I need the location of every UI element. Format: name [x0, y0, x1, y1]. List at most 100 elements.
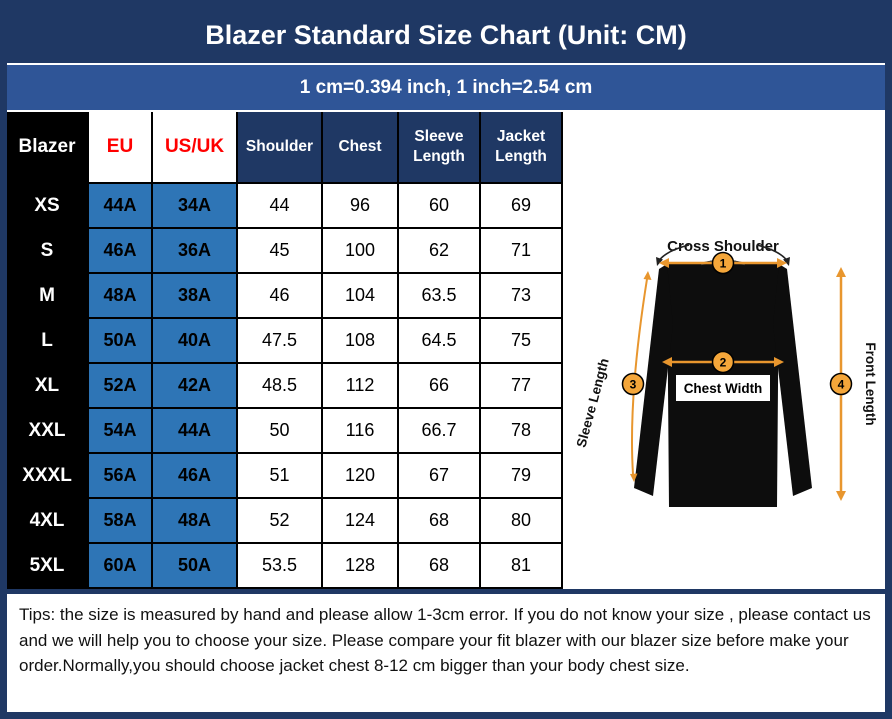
- shoulder-cell: 46: [238, 274, 323, 319]
- chest-width-arrowheads: [662, 357, 784, 367]
- marker-1-badge: 1: [711, 251, 735, 275]
- sleeve-cell: 60: [399, 184, 481, 229]
- front-length-arrowheads: [836, 267, 846, 501]
- tips-text: Tips: the size is measured by hand and p…: [19, 605, 871, 675]
- chest-width-label: Chest Width: [684, 381, 763, 396]
- jacket-cell: 81: [481, 544, 563, 589]
- usuk-cell: 40A: [153, 319, 238, 364]
- svg-text:3: 3: [630, 378, 637, 392]
- jacket-cell: 75: [481, 319, 563, 364]
- jacket-cell: 71: [481, 229, 563, 274]
- chest-cell: 116: [323, 409, 399, 454]
- shoulder-cell: 50: [238, 409, 323, 454]
- size-label-cell: 4XL: [7, 499, 89, 544]
- sleeve-cell: 64.5: [399, 319, 481, 364]
- sleeve-cell: 66.7: [399, 409, 481, 454]
- chest-width-box: [676, 375, 770, 401]
- sleeve-cell: 63.5: [399, 274, 481, 319]
- front-length-label: Front Length: [863, 342, 878, 425]
- sleeve-length-label: Sleeve Length: [574, 357, 612, 449]
- eu-cell: 46A: [89, 229, 153, 274]
- shirt-illustration: Cross Shoulder 1: [574, 238, 878, 507]
- usuk-cell: 46A: [153, 454, 238, 499]
- size-label-cell: XXL: [7, 409, 89, 454]
- table-row: XXXL 56A 46A 51 120 67 79: [7, 454, 563, 499]
- size-chart-table: Blazer EU US/UK Shoulder Chest Sleeve Le…: [7, 112, 563, 589]
- col-header-sleeve-length: Sleeve Length: [399, 112, 481, 184]
- col-header-eu: EU: [89, 112, 153, 184]
- col-header-shoulder: Shoulder: [238, 112, 323, 184]
- col-header-chest: Chest: [323, 112, 399, 184]
- sleeve-length-arrowheads: [630, 271, 652, 482]
- usuk-cell: 38A: [153, 274, 238, 319]
- shoulder-cell: 52: [238, 499, 323, 544]
- table-row: 4XL 58A 48A 52 124 68 80: [7, 499, 563, 544]
- marker-2-badge: 2: [711, 350, 735, 374]
- size-label-cell: S: [7, 229, 89, 274]
- eu-cell: 48A: [89, 274, 153, 319]
- size-label-cell: XS: [7, 184, 89, 229]
- table-row: XS 44A 34A 44 96 60 69: [7, 184, 563, 229]
- conversion-bar: 1 cm=0.394 inch, 1 inch=2.54 cm: [7, 63, 885, 112]
- usuk-cell: 44A: [153, 409, 238, 454]
- eu-cell: 54A: [89, 409, 153, 454]
- table-row: XXL 54A 44A 50 116 66.7 78: [7, 409, 563, 454]
- chest-cell: 120: [323, 454, 399, 499]
- conversion-text: 1 cm=0.394 inch, 1 inch=2.54 cm: [299, 76, 593, 98]
- eu-cell: 50A: [89, 319, 153, 364]
- size-label-cell: XXXL: [7, 454, 89, 499]
- size-label-cell: 5XL: [7, 544, 89, 589]
- tips-note: Tips: the size is measured by hand and p…: [7, 589, 885, 679]
- chest-cell: 108: [323, 319, 399, 364]
- jacket-cell: 78: [481, 409, 563, 454]
- sleeve-cell: 66: [399, 364, 481, 409]
- svg-text:2: 2: [720, 356, 727, 370]
- eu-cell: 60A: [89, 544, 153, 589]
- jacket-cell: 73: [481, 274, 563, 319]
- page-title: Blazer Standard Size Chart (Unit: CM): [7, 7, 885, 63]
- jacket-cell: 79: [481, 454, 563, 499]
- chest-cell: 96: [323, 184, 399, 229]
- shoulder-width-arrowheads: [659, 258, 787, 268]
- svg-text:4: 4: [838, 378, 845, 392]
- col-header-blazer: Blazer: [7, 112, 89, 184]
- table-row: M 48A 38A 46 104 63.5 73: [7, 274, 563, 319]
- shoulder-cell: 44: [238, 184, 323, 229]
- eu-cell: 52A: [89, 364, 153, 409]
- chest-cell: 128: [323, 544, 399, 589]
- usuk-cell: 48A: [153, 499, 238, 544]
- cross-shoulder-label: Cross Shoulder: [667, 238, 779, 255]
- marker-4-badge: 4: [829, 372, 853, 396]
- usuk-cell: 36A: [153, 229, 238, 274]
- measurement-diagram: Cross Shoulder 1: [563, 112, 885, 589]
- sleeve-cell: 68: [399, 499, 481, 544]
- eu-cell: 56A: [89, 454, 153, 499]
- jacket-cell: 77: [481, 364, 563, 409]
- chest-cell: 100: [323, 229, 399, 274]
- table-row: XL 52A 42A 48.5 112 66 77: [7, 364, 563, 409]
- chest-cell: 104: [323, 274, 399, 319]
- eu-cell: 44A: [89, 184, 153, 229]
- chest-cell: 124: [323, 499, 399, 544]
- table-row: 5XL 60A 50A 53.5 128 68 81: [7, 544, 563, 589]
- table-row: S 46A 36A 45 100 62 71: [7, 229, 563, 274]
- cross-shoulder-arrowheads: [656, 257, 790, 266]
- size-label-cell: XL: [7, 364, 89, 409]
- marker-3-badge: 3: [621, 372, 645, 396]
- usuk-cell: 50A: [153, 544, 238, 589]
- size-label-cell: M: [7, 274, 89, 319]
- shoulder-cell: 51: [238, 454, 323, 499]
- shoulder-cell: 47.5: [238, 319, 323, 364]
- chest-cell: 112: [323, 364, 399, 409]
- col-header-usuk: US/UK: [153, 112, 238, 184]
- page-title-text: Blazer Standard Size Chart (Unit: CM): [205, 19, 687, 50]
- usuk-cell: 42A: [153, 364, 238, 409]
- sleeve-cell: 62: [399, 229, 481, 274]
- col-header-jacket-length: Jacket Length: [481, 112, 563, 184]
- usuk-cell: 34A: [153, 184, 238, 229]
- table-header-row: Blazer EU US/UK Shoulder Chest Sleeve Le…: [7, 112, 563, 184]
- shoulder-cell: 53.5: [238, 544, 323, 589]
- size-label-cell: L: [7, 319, 89, 364]
- jacket-cell: 80: [481, 499, 563, 544]
- shoulder-cell: 48.5: [238, 364, 323, 409]
